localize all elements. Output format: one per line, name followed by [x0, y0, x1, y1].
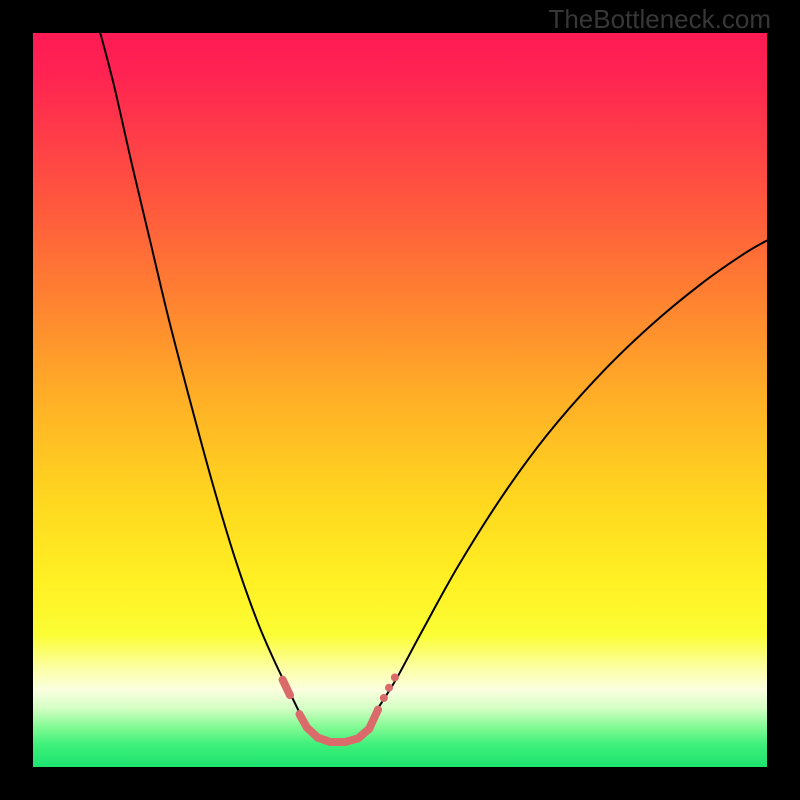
trough-dot [385, 684, 393, 692]
curve-right [378, 239, 767, 709]
chart-root: TheBottleneck.com [0, 0, 800, 800]
trough-dot [380, 694, 388, 702]
watermark-text: TheBottleneck.com [548, 4, 771, 35]
plot-area [33, 33, 767, 767]
curve-left [98, 33, 301, 716]
trough-dot [286, 691, 294, 699]
curves-layer [33, 33, 767, 767]
trough-dot [391, 673, 399, 681]
trough-dot [374, 706, 382, 714]
